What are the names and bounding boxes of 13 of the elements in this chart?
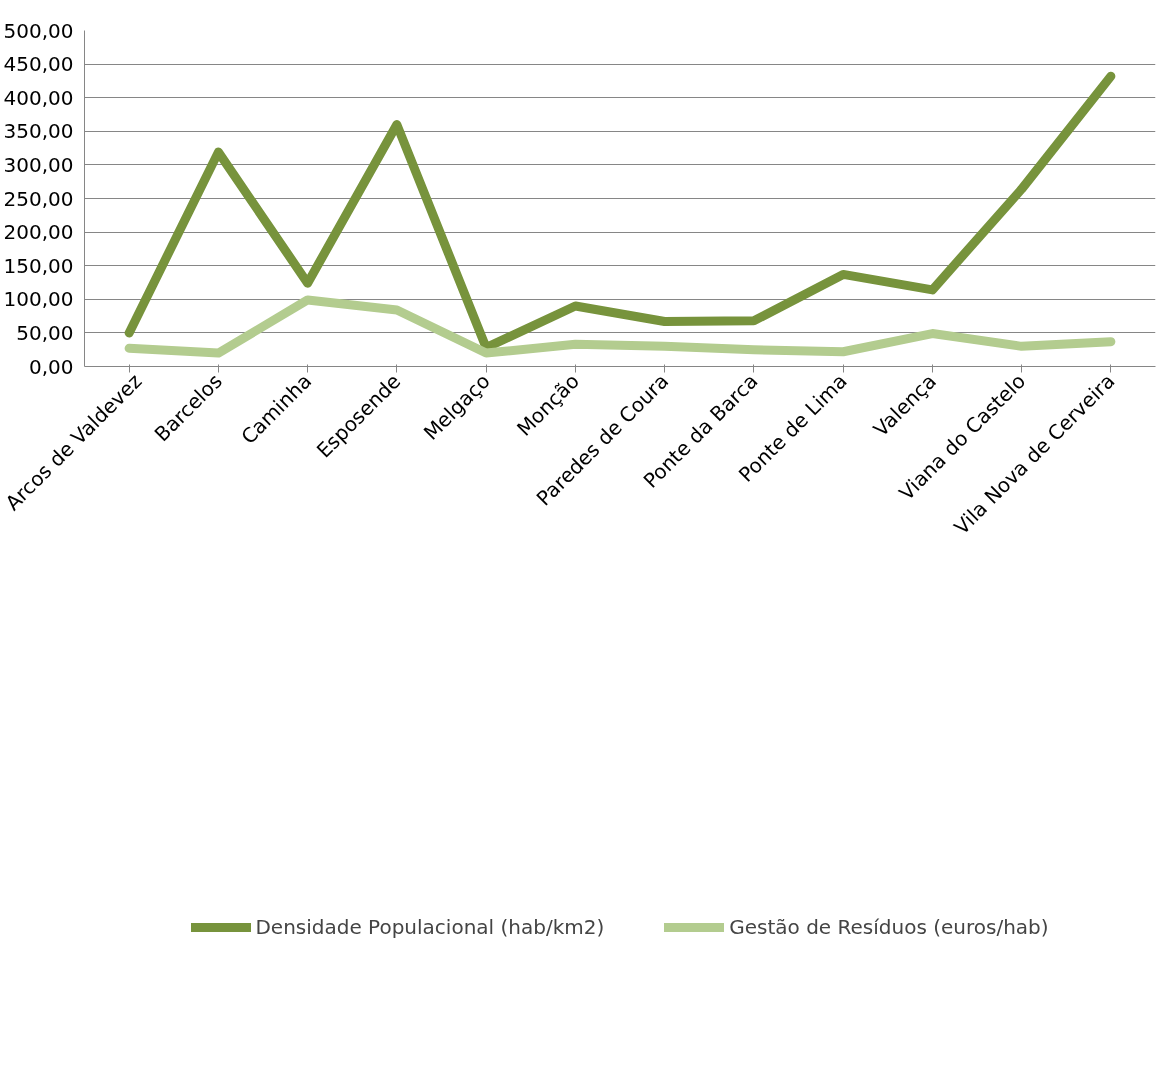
y-tick-label: 400,00	[3, 85, 74, 110]
y-tick-label: 150,00	[3, 253, 74, 278]
y-tick-label: 200,00	[3, 220, 74, 245]
y-tick-label: 250,00	[3, 186, 74, 211]
y-tick-label: 300,00	[3, 152, 74, 177]
y-tick-label: 450,00	[3, 52, 74, 77]
y-tick-label: 100,00	[3, 287, 74, 312]
y-tick-label: 500,00	[3, 18, 74, 43]
y-tick-label: 50,00	[16, 320, 74, 345]
y-tick-label: 0,00	[28, 354, 74, 379]
legend-label: Gestão de Resíduos (euros/hab)	[729, 914, 1049, 939]
y-tick-label: 350,00	[3, 119, 74, 144]
legend-label: Densidade Populacional (hab/km2)	[255, 914, 605, 939]
